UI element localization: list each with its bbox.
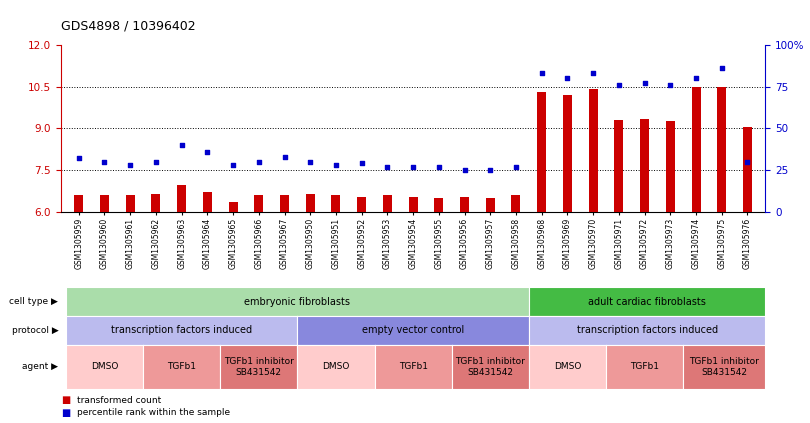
Bar xyxy=(563,95,572,212)
Bar xyxy=(228,202,237,212)
Point xyxy=(72,155,85,162)
Text: agent ▶: agent ▶ xyxy=(23,363,58,371)
Bar xyxy=(589,89,598,212)
Bar xyxy=(254,195,263,212)
Text: protocol ▶: protocol ▶ xyxy=(11,326,58,335)
Text: TGFb1 inhibitor
SB431542: TGFb1 inhibitor SB431542 xyxy=(455,357,525,376)
Point xyxy=(741,159,754,165)
Text: transcription factors induced: transcription factors induced xyxy=(577,325,718,335)
Text: cell type ▶: cell type ▶ xyxy=(10,297,58,306)
Bar xyxy=(666,121,675,212)
Bar xyxy=(100,195,109,212)
Text: TGFb1: TGFb1 xyxy=(167,363,196,371)
Point xyxy=(355,160,368,167)
Bar xyxy=(357,197,366,212)
Text: empty vector control: empty vector control xyxy=(362,325,464,335)
Bar xyxy=(383,195,392,212)
Text: ■: ■ xyxy=(61,408,70,418)
Point xyxy=(201,148,214,155)
Point xyxy=(586,70,599,77)
Bar xyxy=(331,195,340,212)
Point xyxy=(330,162,343,168)
Point xyxy=(458,167,471,173)
Text: TGFb1: TGFb1 xyxy=(399,363,428,371)
Text: TGFb1 inhibitor
SB431542: TGFb1 inhibitor SB431542 xyxy=(689,357,759,376)
Bar xyxy=(202,192,212,212)
Bar xyxy=(692,87,701,212)
Bar xyxy=(537,92,546,212)
Point xyxy=(278,154,291,160)
Point xyxy=(689,75,702,82)
Point xyxy=(535,70,548,77)
Text: ■: ■ xyxy=(61,395,70,405)
Bar xyxy=(151,194,160,212)
Text: adult cardiac fibroblasts: adult cardiac fibroblasts xyxy=(588,297,706,307)
Bar xyxy=(743,127,752,212)
Point xyxy=(304,159,317,165)
Point xyxy=(252,159,265,165)
Point xyxy=(612,82,625,88)
Text: TGFb1 inhibitor
SB431542: TGFb1 inhibitor SB431542 xyxy=(224,357,294,376)
Point xyxy=(509,163,522,170)
Point xyxy=(664,82,677,88)
Text: TGFb1: TGFb1 xyxy=(630,363,659,371)
Point xyxy=(484,167,497,173)
Point xyxy=(227,162,240,168)
Text: percentile rank within the sample: percentile rank within the sample xyxy=(77,409,230,418)
Point xyxy=(124,162,137,168)
Bar xyxy=(717,87,727,212)
Point xyxy=(149,159,162,165)
Text: DMSO: DMSO xyxy=(554,363,581,371)
Bar xyxy=(126,195,134,212)
Point xyxy=(98,159,111,165)
Text: DMSO: DMSO xyxy=(91,363,118,371)
Bar xyxy=(305,194,315,212)
Bar xyxy=(640,118,649,212)
Bar xyxy=(614,120,624,212)
Text: transcription factors induced: transcription factors induced xyxy=(111,325,252,335)
Bar xyxy=(434,198,443,212)
Text: embryonic fibroblasts: embryonic fibroblasts xyxy=(245,297,351,307)
Bar xyxy=(280,195,289,212)
Bar xyxy=(408,197,418,212)
Point xyxy=(407,163,420,170)
Text: transformed count: transformed count xyxy=(77,396,161,405)
Bar xyxy=(511,195,521,212)
Point xyxy=(715,65,728,71)
Bar xyxy=(177,185,186,212)
Text: GDS4898 / 10396402: GDS4898 / 10396402 xyxy=(61,19,195,33)
Point xyxy=(638,80,651,87)
Bar xyxy=(75,195,83,212)
Point xyxy=(561,75,574,82)
Bar xyxy=(486,198,495,212)
Point xyxy=(433,163,446,170)
Text: DMSO: DMSO xyxy=(322,363,350,371)
Point xyxy=(175,142,188,148)
Bar xyxy=(460,197,469,212)
Point xyxy=(381,163,394,170)
